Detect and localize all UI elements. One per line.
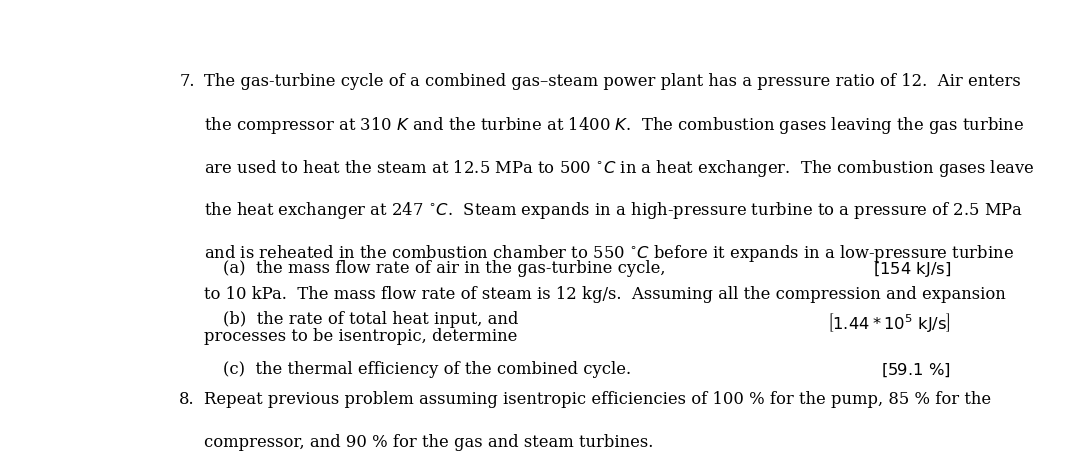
Text: Repeat previous problem assuming isentropic efficiencies of 100 % for the pump, : Repeat previous problem assuming isentro… [204, 392, 990, 408]
Text: $\left[154 \text{ kJ/s}\right]$: $\left[154 \text{ kJ/s}\right]$ [873, 260, 951, 280]
Text: $\left[1.44 * 10^5 \text{ kJ/s}\right]$: $\left[1.44 * 10^5 \text{ kJ/s}\right]$ [827, 311, 951, 334]
Text: 8.: 8. [179, 392, 195, 408]
Text: $\left[59.1 \text{ %}\right]$: $\left[59.1 \text{ %}\right]$ [881, 362, 951, 379]
Text: to 10 kPa.  The mass flow rate of steam is 12 kg/s.  Assuming all the compressio: to 10 kPa. The mass flow rate of steam i… [204, 286, 1005, 303]
Text: (b)  the rate of total heat input, and: (b) the rate of total heat input, and [222, 311, 518, 328]
Text: and is reheated in the combustion chamber to 550 $^{\circ}C$ before it expands i: and is reheated in the combustion chambe… [204, 243, 1013, 264]
Text: (c)  the thermal efficiency of the combined cycle.: (c) the thermal efficiency of the combin… [222, 362, 631, 378]
Text: compressor, and 90 % for the gas and steam turbines.: compressor, and 90 % for the gas and ste… [204, 434, 653, 451]
Text: The gas-turbine cycle of a combined gas–steam power plant has a pressure ratio o: The gas-turbine cycle of a combined gas–… [204, 73, 1021, 90]
Text: the heat exchanger at 247 $^{\circ}C$.  Steam expands in a high-pressure turbine: the heat exchanger at 247 $^{\circ}C$. S… [204, 200, 1023, 221]
Text: the compressor at 310 $K$ and the turbine at 1400 $K$.  The combustion gases lea: the compressor at 310 $K$ and the turbin… [204, 115, 1024, 136]
Text: 7.: 7. [179, 73, 194, 90]
Text: (a)  the mass flow rate of air in the gas-turbine cycle,: (a) the mass flow rate of air in the gas… [222, 260, 665, 277]
Text: are used to heat the steam at 12.5 MPa to 500 $^{\circ}C$ in a heat exchanger.  : are used to heat the steam at 12.5 MPa t… [204, 158, 1035, 179]
Text: processes to be isentropic, determine: processes to be isentropic, determine [204, 328, 517, 345]
